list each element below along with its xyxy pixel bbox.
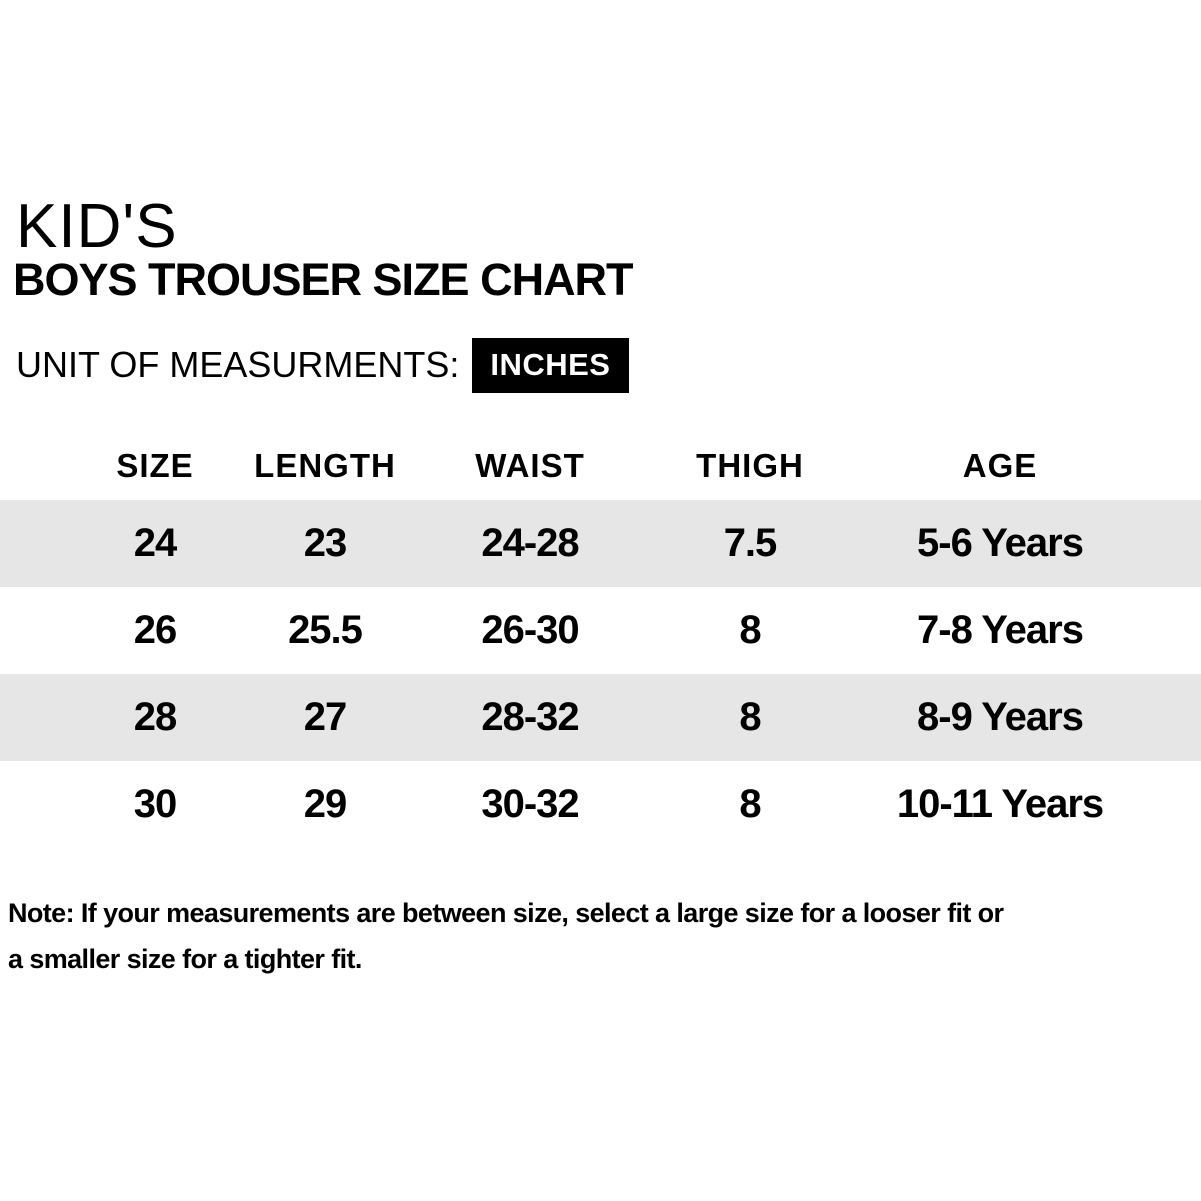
cell-age: 5-6 Years [917,521,1084,565]
header-cell-age: AGE [962,447,1038,484]
cell-size: 26 [133,608,178,652]
table-header-row: SIZE LENGTH WAIST THIGH AGE [0,432,1201,500]
table-row-3: 28 27 28-32 8 8-9 Years [0,674,1201,761]
header-cell-thigh: THIGH [696,447,804,484]
unit-of-measurements-line: UNIT OF MEASURMENTS: INCHES [16,337,629,393]
unit-value-badge: INCHES [472,337,629,393]
table-row-2: 26 25.5 26-30 8 7-8 Years [0,587,1201,674]
cell-length: 29 [303,782,348,826]
cell-age: 10-11 Years [896,782,1104,826]
header-cell-waist: WAIST [475,447,585,484]
cell-size: 30 [133,782,178,826]
cell-thigh: 8 [739,608,761,652]
cell-age: 7-8 Years [917,608,1084,652]
cell-length: 23 [303,521,348,565]
page-title: KID'S [16,192,178,261]
table-row-1: 24 23 24-28 7.5 5-6 Years [0,500,1201,587]
cell-thigh: 7.5 [723,521,778,565]
unit-label: UNIT OF MEASURMENTS: [16,344,460,385]
cell-age: 8-9 Years [917,695,1084,739]
cell-waist: 28-32 [481,695,579,739]
cell-size: 28 [133,695,178,739]
size-table: SIZE LENGTH WAIST THIGH AGE 24 23 24-28 … [0,432,1201,848]
header-cell-length: LENGTH [254,447,396,484]
cell-waist: 24-28 [481,521,579,565]
note-line-1: Note: If your measurements are between s… [8,898,1004,928]
cell-length: 27 [303,695,348,739]
cell-length: 25.5 [288,608,363,652]
table-row-4: 30 29 30-32 8 10-11 Years [0,761,1201,848]
cell-waist: 30-32 [481,782,579,826]
page-subtitle: BOYS TROUSER SIZE CHART [13,254,634,305]
note-text: Note: If your measurements are between s… [8,890,1004,982]
cell-thigh: 8 [739,695,761,739]
cell-waist: 26-30 [481,608,579,652]
header-cell-size: SIZE [116,447,194,484]
cell-size: 24 [133,521,178,565]
cell-thigh: 8 [739,782,761,826]
note-line-2: a smaller size for a tighter fit. [8,944,362,974]
